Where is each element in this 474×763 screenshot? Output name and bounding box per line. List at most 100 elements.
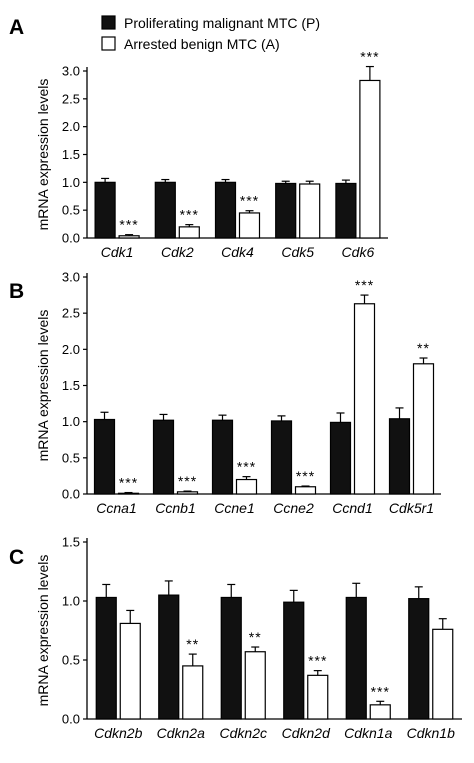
- y-tick-label: 1.5: [62, 378, 80, 393]
- bar-p-ccnb1: [152, 419, 175, 495]
- bar-p-cdkn2c: [220, 596, 242, 720]
- x-category-label: Cdkn2c: [220, 725, 267, 741]
- bar-p-cdk5r1: [388, 418, 411, 495]
- significance-marker: ***: [119, 217, 138, 233]
- legend-label-p: Proliferating malignant MTC (P): [124, 15, 320, 31]
- y-tick-label: 2.0: [62, 342, 80, 357]
- y-tick-label: 1.5: [62, 535, 80, 550]
- panel-letter: C: [9, 546, 24, 569]
- bar-a-cdk6: [359, 79, 381, 239]
- y-tick-label: 0.0: [62, 487, 80, 502]
- bar-p-cdk1: [94, 181, 116, 239]
- bar-p-cdkn1b: [408, 598, 430, 720]
- significance-marker: ***: [178, 473, 197, 489]
- significance-marker: ***: [308, 653, 327, 669]
- bar-a-cdkn1a: [369, 704, 391, 720]
- y-tick-label: 1.0: [62, 414, 80, 429]
- bar-a-ccna1: [117, 492, 140, 495]
- y-tick-label: 2.5: [62, 91, 80, 106]
- bar-a-cdk5r1: [412, 363, 435, 495]
- y-tick-label: 3.0: [62, 64, 80, 79]
- significance-marker: **: [186, 636, 199, 652]
- bar-a-cdk5: [299, 183, 321, 239]
- bar-p-cdk2: [154, 181, 176, 239]
- bar-a-ccne1: [235, 478, 258, 495]
- bar-p-ccna1: [93, 418, 116, 495]
- y-tick-label: 0.5: [62, 653, 80, 668]
- x-category-label: Cdkn2b: [94, 725, 142, 741]
- bar-a-cdkn1b: [432, 628, 454, 720]
- significance-marker: ***: [237, 459, 256, 475]
- bar-a-ccne2: [294, 486, 317, 495]
- x-category-label: Ccnd1: [332, 500, 372, 516]
- legend-label-a: Arrested benign MTC (A): [124, 36, 280, 52]
- bar-a-ccnd1: [353, 303, 376, 495]
- y-tick-label: 0.5: [62, 203, 80, 218]
- x-category-label: Cdkn2a: [157, 725, 205, 741]
- y-tick-label: 0.5: [62, 450, 80, 465]
- bar-p-cdk4: [214, 181, 237, 239]
- y-tick-label: 0.0: [62, 231, 80, 246]
- y-axis-label: mRNA expression levels: [35, 555, 51, 707]
- panel-letter: A: [9, 16, 24, 39]
- bar-p-ccne1: [211, 419, 234, 495]
- bar-a-cdk1: [118, 235, 140, 239]
- bar-p-cdk6: [335, 182, 357, 239]
- y-tick-label: 2.5: [62, 306, 80, 321]
- x-category-label: Ccnb1: [155, 500, 195, 516]
- significance-marker: ***: [355, 277, 374, 293]
- x-category-label: Cdkn1a: [344, 725, 392, 741]
- x-category-label: Cdkn1b: [407, 725, 455, 741]
- y-tick-label: 0.0: [62, 712, 80, 727]
- panel-letter: B: [9, 280, 24, 303]
- legend-swatch-a: [101, 36, 116, 51]
- y-tick-label: 2.0: [62, 119, 80, 134]
- bar-p-cdk5: [275, 182, 297, 239]
- significance-marker: ***: [360, 49, 379, 65]
- x-category-label: Cdk1: [101, 244, 134, 260]
- bar-a-cdkn2d: [307, 674, 329, 720]
- legend-swatch-p: [101, 15, 116, 30]
- x-category-label: Cdk5r1: [389, 500, 434, 516]
- bar-a-cdkn2c: [244, 651, 266, 720]
- significance-marker: ***: [296, 468, 315, 484]
- x-category-label: Cdk2: [161, 244, 194, 260]
- bar-a-cdk4: [238, 212, 261, 239]
- bar-p-cdkn2d: [283, 601, 305, 720]
- x-category-label: Ccna1: [96, 500, 136, 516]
- y-tick-label: 1.5: [62, 147, 80, 162]
- bar-p-cdkn1a: [345, 596, 367, 720]
- significance-marker: ***: [371, 683, 390, 699]
- bar-a-ccnb1: [176, 491, 199, 495]
- bar-a-cdkn2a: [182, 665, 204, 720]
- legend: Proliferating malignant MTC (P) Arrested…: [101, 15, 320, 52]
- bar-p-ccnd1: [329, 421, 352, 495]
- x-category-label: Cdk5: [281, 244, 314, 260]
- x-category-label: Cdk4: [221, 244, 254, 260]
- bar-p-cdkn2b: [95, 596, 117, 720]
- significance-marker: ***: [119, 475, 138, 491]
- bar-p-cdkn2a: [158, 594, 180, 720]
- significance-marker: **: [417, 340, 430, 356]
- y-axis-label: mRNA expression levels: [35, 310, 51, 462]
- significance-marker: **: [249, 629, 262, 645]
- x-category-label: Cdkn2d: [282, 725, 331, 741]
- bar-p-ccne2: [270, 420, 293, 495]
- x-category-label: Ccne1: [214, 500, 254, 516]
- y-tick-label: 3.0: [62, 270, 80, 285]
- y-tick-label: 1.0: [62, 594, 80, 609]
- x-category-label: Ccne2: [273, 500, 314, 516]
- y-tick-label: 1.0: [62, 175, 80, 190]
- y-axis-label: mRNA expression levels: [35, 79, 51, 231]
- x-category-label: Cdk6: [342, 244, 375, 260]
- bar-a-cdk2: [178, 226, 200, 239]
- bar-a-cdkn2b: [119, 622, 141, 720]
- significance-marker: ***: [240, 193, 259, 209]
- significance-marker: ***: [180, 207, 199, 223]
